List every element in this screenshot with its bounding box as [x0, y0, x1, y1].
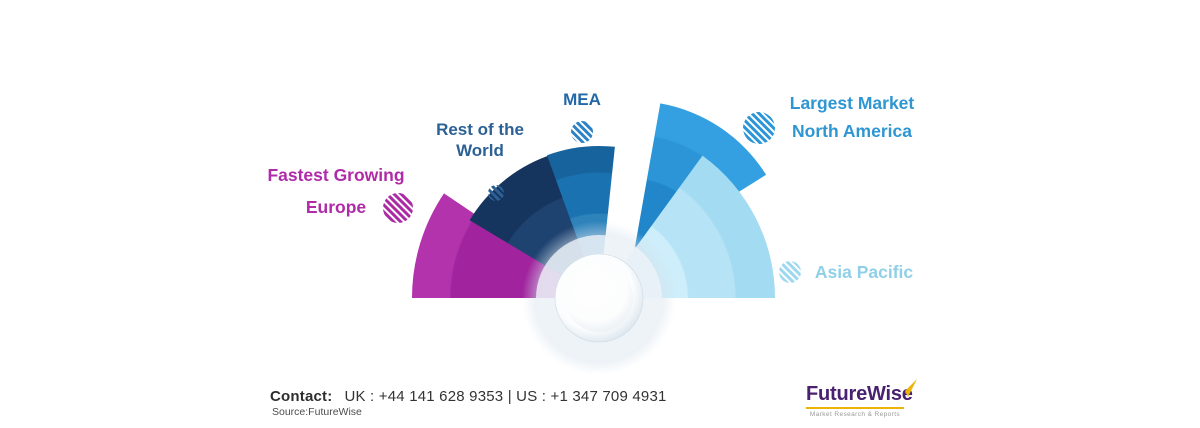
contact-numbers: UK : +44 141 628 9353 | US : +1 347 709 …	[344, 388, 667, 405]
label-na-annotation: Largest Market	[789, 93, 915, 113]
contact-line: Contact: UK : +44 141 628 9353 | US : +1 …	[270, 388, 667, 405]
europe-legend-dot	[383, 193, 413, 223]
label-europe-annotation: Fastest Growing	[267, 165, 405, 185]
label-europe: Fastest Growing Europe	[240, 166, 432, 217]
logo-underline	[806, 407, 904, 409]
logo-row: FutureWise	[806, 379, 936, 405]
ap-legend-dot	[779, 261, 801, 283]
logo-wordmark: FutureWise	[806, 383, 913, 405]
mea-legend-dot	[571, 121, 593, 143]
row-legend-dot	[488, 185, 504, 201]
logo-arrow-icon	[899, 379, 917, 397]
label-row-line1: Rest of the	[436, 120, 524, 139]
na-legend-dot	[743, 112, 775, 144]
logo-tagline: Market Research & Reports	[809, 411, 901, 418]
label-asia-pacific: Asia Pacific	[814, 262, 914, 282]
label-row-line2: World	[456, 141, 504, 160]
label-rest-of-world: Rest of the World	[405, 119, 555, 161]
futurewise-logo: FutureWise Market Research & Reports	[806, 379, 936, 418]
label-mea: MEA	[563, 90, 601, 109]
label-north-america: Largest Market North America	[772, 94, 932, 141]
source-note: Source:FutureWise	[272, 406, 362, 418]
label-na-region: North America	[792, 121, 912, 141]
label-europe-region: Europe	[305, 197, 367, 217]
hub-inner-circle	[565, 264, 633, 332]
contact-label: Contact:	[270, 388, 333, 405]
